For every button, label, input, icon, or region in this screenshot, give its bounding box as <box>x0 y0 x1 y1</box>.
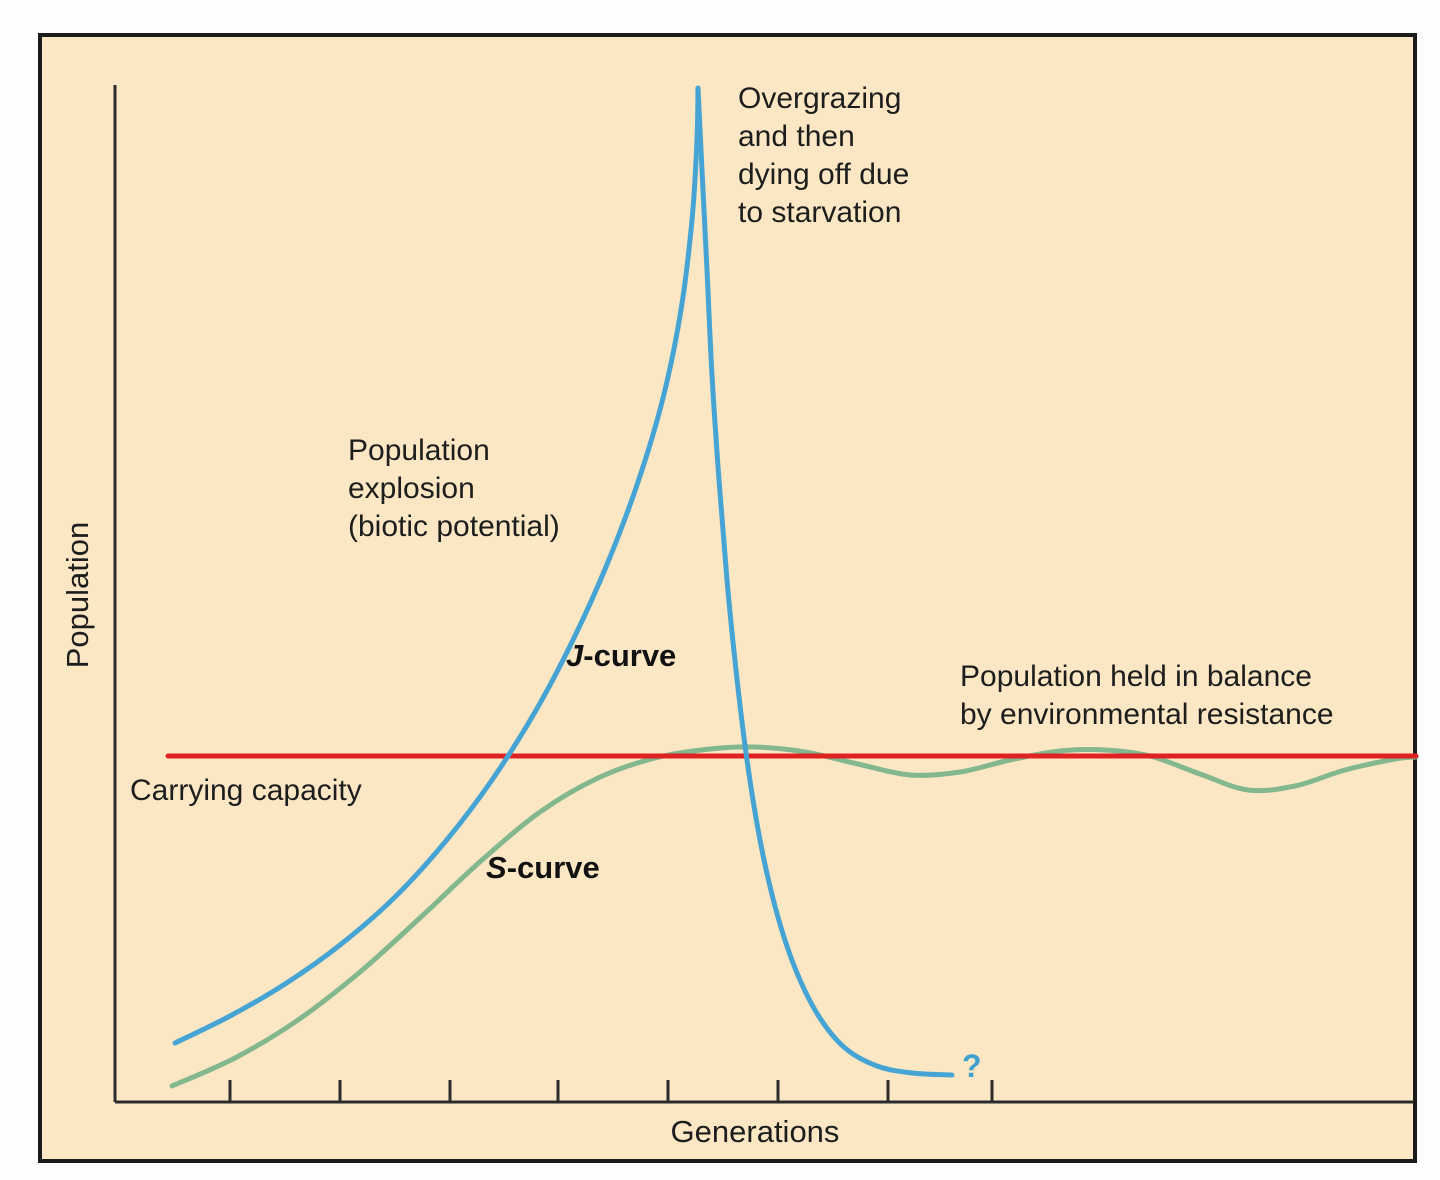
s-curve-label-italic: S <box>486 850 507 885</box>
s-curve-label: S-curve <box>486 850 600 886</box>
s-curve-label-rest: -curve <box>506 850 600 885</box>
j-curve-label: J-curve <box>566 638 676 674</box>
annotation-balance: Population held in balance by environmen… <box>960 660 1334 731</box>
y-axis-label: Population <box>60 521 95 669</box>
annotation-population-explosion: Population explosion (biotic potential) <box>348 434 560 543</box>
annotation-carrying-capacity: Carrying capacity <box>130 774 362 807</box>
x-axis-label: Generations <box>670 1114 840 1149</box>
question-mark-annotation: ? <box>962 1048 982 1084</box>
annotation-overgrazing: Overgrazing and then dying off due to st… <box>738 82 910 229</box>
j-curve-label-italic: J <box>566 638 584 673</box>
j-curve-label-rest: -curve <box>583 638 677 673</box>
